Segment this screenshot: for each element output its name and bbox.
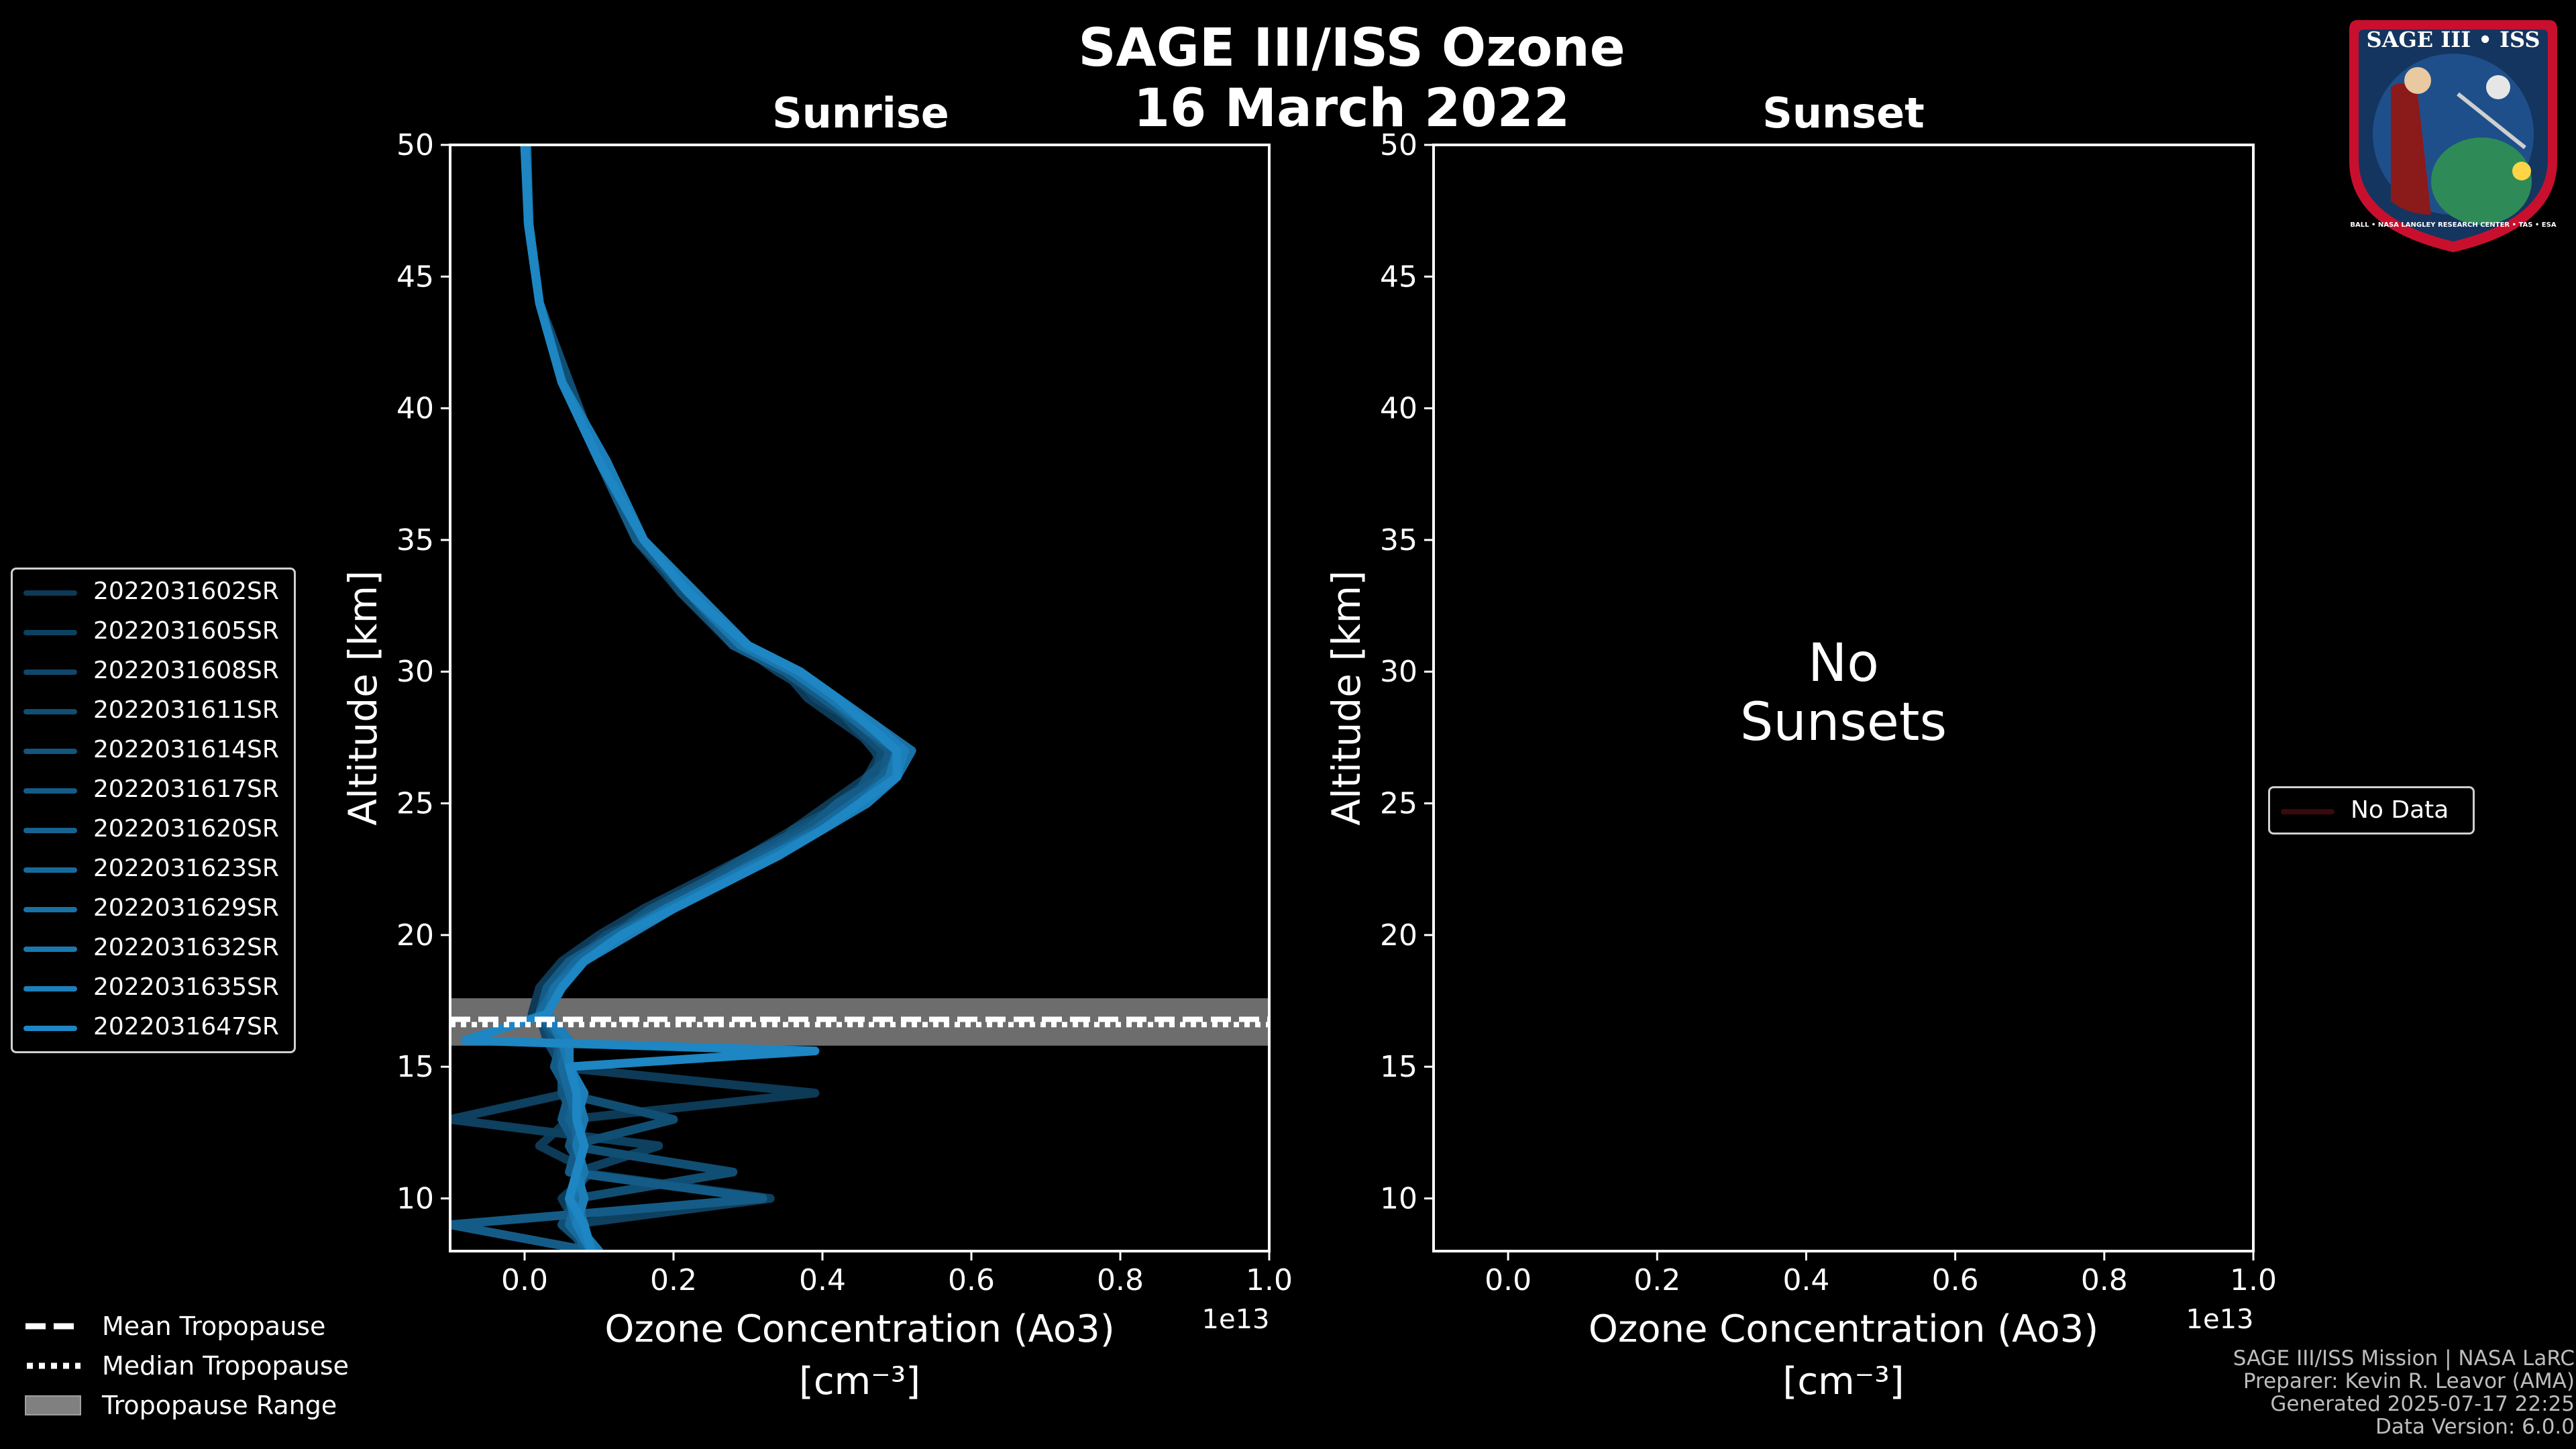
x-tick-label: 0.4 [1782, 1263, 1829, 1297]
panel-title: Sunset [1762, 89, 1925, 138]
y-tick-label: 10 [396, 1181, 434, 1216]
y-axis-label: Altitude [km] [340, 570, 386, 825]
legend-label: 2022031611SR [93, 696, 279, 724]
panel-right: 10 15 20 25 30 35 40 45 50 0.0 0.2 0.4 0.6 0.8 1.0 Suns… [1324, 89, 2277, 1403]
legend-swatch [23, 749, 77, 754]
y-tick-label: 20 [396, 918, 434, 953]
legend-swatch [23, 828, 77, 833]
x-tick-label: 0.0 [1485, 1263, 1532, 1297]
figure-title-line1: SAGE III/ISS Ozone [1078, 18, 1625, 78]
y-tick-label: 30 [1380, 655, 1417, 689]
axes-frame [449, 144, 1271, 1252]
axes-frame [1432, 144, 2255, 1252]
legend-swatch [23, 788, 77, 794]
badge-ring-text: BALL • NASA LANGLEY RESEARCH CENTER • TA… [2350, 221, 2556, 229]
y-tick-label: 50 [396, 128, 434, 162]
credits-line: SAGE III/ISS Mission | NASA LaRC [2233, 1346, 2575, 1371]
legend-swatch [23, 669, 77, 675]
legend-label: 2022031620SR [93, 815, 279, 843]
no-data-legend: No Data [2268, 786, 2475, 835]
legend-label: Median Tropopause [102, 1351, 349, 1381]
series-legend: 2022031602SR 2022031605SR 2022031608SR 2022… [11, 568, 296, 1053]
x-tick-label: 0.6 [1932, 1263, 1979, 1297]
legend-swatch [2281, 809, 2334, 814]
legend-label: 2022031602SR [93, 578, 279, 605]
y-tick-label: 40 [1380, 392, 1417, 426]
x-axis-label: Ozone Concentration (Ao3) [1589, 1307, 2098, 1351]
x-tick-label: 0.8 [2081, 1263, 2128, 1297]
legend-swatch [23, 709, 77, 714]
figure-title-line2: 16 March 2022 [1133, 78, 1570, 139]
y-tick-label: 25 [396, 787, 434, 821]
legend-label: No Data [2351, 796, 2449, 824]
credits-line: Generated 2025-07-17 22:25 [2270, 1392, 2575, 1416]
y-tick-label: 35 [396, 523, 434, 557]
range-patch-icon [25, 1395, 81, 1415]
panel-title: Sunrise [772, 89, 949, 138]
legend-label: 2022031614SR [93, 736, 279, 763]
y-tick-label: 15 [396, 1050, 434, 1084]
credits-footer: SAGE III/ISS Mission | NASA LaRC Prepare… [2233, 1347, 2575, 1438]
legend-label: Mean Tropopause [102, 1311, 326, 1341]
credits-line: Preparer: Kevin R. Leavor (AMA) [2243, 1369, 2575, 1393]
y-tick-label: 25 [1380, 787, 1417, 821]
legend-label: 2022031635SR [93, 973, 279, 1001]
y-tick-label: 50 [1380, 128, 1417, 162]
y-tick-label: 35 [1380, 523, 1417, 557]
x-tick-label: 0.0 [501, 1263, 548, 1297]
y-tick-label: 20 [1380, 918, 1417, 953]
x-offset-label: 1e13 [1202, 1304, 1270, 1335]
tropopause-legend: Mean Tropopause Median Tropopause Tropop… [23, 1307, 398, 1428]
x-tick-label: 0.8 [1097, 1263, 1144, 1297]
legend-label: Tropopause Range [102, 1391, 337, 1420]
x-tick-label: 0.2 [650, 1263, 697, 1297]
credits-line: Data Version: 6.0.0 [2375, 1415, 2575, 1439]
series-line-2022031647SR [460, 145, 902, 1251]
legend-swatch [23, 590, 77, 596]
legend-label: 2022031623SR [93, 855, 279, 882]
x-axis-label: Ozone Concentration (Ao3) [604, 1307, 1114, 1351]
legend-swatch [23, 947, 77, 952]
x-axis-label-units: [cm⁻³] [799, 1360, 920, 1403]
legend-swatch [23, 867, 77, 873]
x-tick-label: 0.4 [799, 1263, 846, 1297]
legend-label: 2022031647SR [93, 1013, 279, 1040]
y-tick-label: 10 [1380, 1181, 1417, 1216]
x-tick-label: 1.0 [1246, 1263, 1293, 1297]
legend-swatch [23, 1026, 77, 1031]
y-tick-label: 40 [396, 392, 434, 426]
legend-swatch [23, 907, 77, 912]
y-axis-label: Altitude [km] [1324, 570, 1369, 825]
no-sunsets-annotation: Sunsets [1740, 692, 1947, 753]
no-sunsets-annotation: No [1808, 633, 1879, 694]
dotted-line-icon [27, 1362, 80, 1369]
legend-swatch [23, 986, 77, 991]
x-tick-label: 1.0 [2230, 1263, 2277, 1297]
x-tick-label: 0.6 [948, 1263, 995, 1297]
x-offset-label: 1e13 [2186, 1304, 2254, 1335]
y-tick-label: 15 [1380, 1050, 1417, 1084]
x-axis-label-units: [cm⁻³] [1782, 1360, 1904, 1403]
badge-title: SAGE III • ISS [2367, 27, 2540, 52]
x-tick-label: 0.2 [1633, 1263, 1680, 1297]
legend-label: 2022031605SR [93, 617, 279, 645]
mission-badge-logo: SAGE III • ISS BALL • NASA LANGLEY RESEA… [2349, 20, 2557, 252]
y-tick-label: 45 [396, 260, 434, 294]
y-tick-label: 30 [396, 655, 434, 689]
legend-label: 2022031632SR [93, 934, 279, 961]
legend-label: 2022031608SR [93, 657, 279, 684]
legend-swatch [23, 630, 77, 635]
legend-label: 2022031629SR [93, 894, 279, 922]
legend-label: 2022031617SR [93, 775, 279, 803]
panel-left: 10 15 20 25 30 35 40 45 50 0.0 0.2 0.4 0.6 0.8 1.0 Sunr… [340, 89, 1293, 1403]
plot-area [450, 145, 1269, 1251]
y-tick-label: 45 [1380, 260, 1417, 294]
dashed-line-icon [25, 1323, 80, 1330]
